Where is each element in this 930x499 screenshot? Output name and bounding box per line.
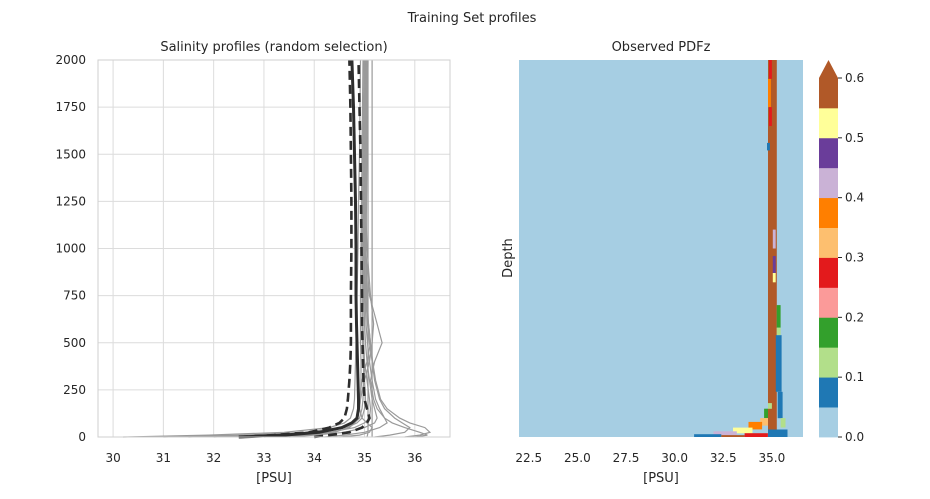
pdfz-cell <box>768 78 771 108</box>
pdfz-cell <box>767 142 770 151</box>
pdfz-cell <box>776 305 781 328</box>
pdfz-cell <box>768 60 777 437</box>
pdfz-cell <box>744 433 768 437</box>
colorbar-band <box>819 107 838 139</box>
colorbar: 0.0 0.1 0.2 0.3 0.4 0.5 0.6 <box>819 60 864 444</box>
pdfz-cell <box>733 427 753 434</box>
salinity-mean-line <box>238 59 360 439</box>
salinity-panel: Salinity profiles (random selection) 30 3… <box>55 40 451 486</box>
pdfz-x-ticks: 22.5 25.0 27.5 30.0 32.5 35.0 <box>515 451 785 465</box>
pdfz-background <box>519 60 803 437</box>
colorbar-band <box>819 287 838 318</box>
salinity-y-tick-label: 500 <box>63 336 86 350</box>
pdfz-cell <box>777 391 783 419</box>
colorbar-band <box>819 137 838 169</box>
salinity-y-tick-label: 2000 <box>55 53 86 67</box>
colorbar-band <box>819 227 838 258</box>
pdfz-cell <box>768 429 788 437</box>
colorbar-extend-arrow <box>819 60 838 78</box>
pdfz-x-tick-label: 25.0 <box>564 451 591 465</box>
colorbar-tick-label: 0.0 <box>845 430 864 444</box>
pdfz-cell <box>769 60 772 79</box>
pdfz-cell <box>780 418 786 428</box>
pdfz-cell <box>769 107 772 126</box>
pdfz-cell <box>764 408 768 419</box>
colorbar-tick-label: 0.2 <box>845 310 864 324</box>
salinity-x-tick-label: 36 <box>407 451 422 465</box>
salinity-y-tick-label: 750 <box>63 289 86 303</box>
pdfz-y-label: Depth <box>501 238 516 278</box>
pdfz-cell <box>775 335 782 392</box>
pdfz-x-tick-label: 32.5 <box>710 451 737 465</box>
pdfz-cell <box>694 434 722 437</box>
salinity-x-tick-label: 35 <box>357 451 372 465</box>
colorbar-band <box>819 377 838 408</box>
colorbar-ticks: 0.0 0.1 0.2 0.3 0.4 0.5 0.6 <box>838 71 864 444</box>
colorbar-band <box>819 317 838 348</box>
salinity-x-tick-label: 30 <box>105 451 120 465</box>
figure-suptitle: Training Set profiles <box>407 11 537 26</box>
salinity-x-tick-label: 31 <box>156 451 171 465</box>
pdfz-title: Observed PDFz <box>612 40 711 55</box>
pdfz-x-tick-label: 30.0 <box>661 451 688 465</box>
salinity-y-tick-label: 1250 <box>55 194 86 208</box>
salinity-profile-line <box>123 59 362 438</box>
pdfz-cell <box>772 273 776 283</box>
pdfz-cells <box>694 60 788 437</box>
pdfz-cell <box>772 229 776 249</box>
salinity-lines <box>123 59 432 439</box>
salinity-x-label: [PSU] <box>256 471 292 486</box>
salinity-y-ticks: 0 250 500 750 1000 1250 1500 1750 2000 <box>55 53 86 444</box>
colorbar-tick-label: 0.5 <box>845 131 864 145</box>
salinity-std-high-line <box>314 59 371 439</box>
pdfz-x-tick-label: 22.5 <box>515 451 542 465</box>
colorbar-band <box>819 257 838 288</box>
pdfz-cell <box>776 327 781 336</box>
salinity-std-low-line <box>238 59 353 439</box>
salinity-title: Salinity profiles (random selection) <box>160 40 387 55</box>
pdfz-cell <box>748 421 763 430</box>
pdfz-panel: Observed PDFz 22.5 25.0 27.5 30.0 32.5 35.0 [… <box>501 40 803 486</box>
colorbar-tick-label: 0.4 <box>845 191 864 205</box>
pdfz-cell <box>760 418 768 426</box>
pdfz-x-label: [PSU] <box>643 471 679 486</box>
salinity-x-tick-label: 34 <box>307 451 322 465</box>
pdfz-cell <box>713 431 737 436</box>
salinity-y-tick-label: 0 <box>78 430 86 444</box>
colorbar-tick-label: 0.3 <box>845 251 864 265</box>
colorbar-band <box>819 197 838 228</box>
salinity-frame <box>97 59 451 438</box>
pdfz-cell <box>721 435 745 437</box>
pdfz-cell <box>771 282 776 305</box>
salinity-x-tick-label: 33 <box>256 451 271 465</box>
colorbar-band <box>819 78 838 109</box>
salinity-y-tick-label: 1750 <box>55 100 86 114</box>
salinity-y-tick-label: 250 <box>63 383 86 397</box>
pdfz-x-tick-label: 35.0 <box>759 451 786 465</box>
pdfz-x-tick-label: 27.5 <box>613 451 640 465</box>
pdfz-cell <box>772 256 776 273</box>
colorbar-tick-label: 0.6 <box>845 71 864 85</box>
colorbar-band <box>819 347 838 378</box>
colorbar-band <box>819 167 838 199</box>
colorbar-bands <box>819 60 838 438</box>
salinity-profile-line <box>366 60 369 438</box>
pdfz-cell <box>768 403 772 409</box>
salinity-y-tick-label: 1000 <box>55 242 86 256</box>
colorbar-band <box>819 407 838 438</box>
salinity-x-ticks: 30 31 32 33 34 35 36 <box>105 451 422 465</box>
salinity-y-tick-label: 1500 <box>55 147 86 161</box>
salinity-x-tick-label: 32 <box>206 451 221 465</box>
colorbar-tick-label: 0.1 <box>845 370 864 384</box>
